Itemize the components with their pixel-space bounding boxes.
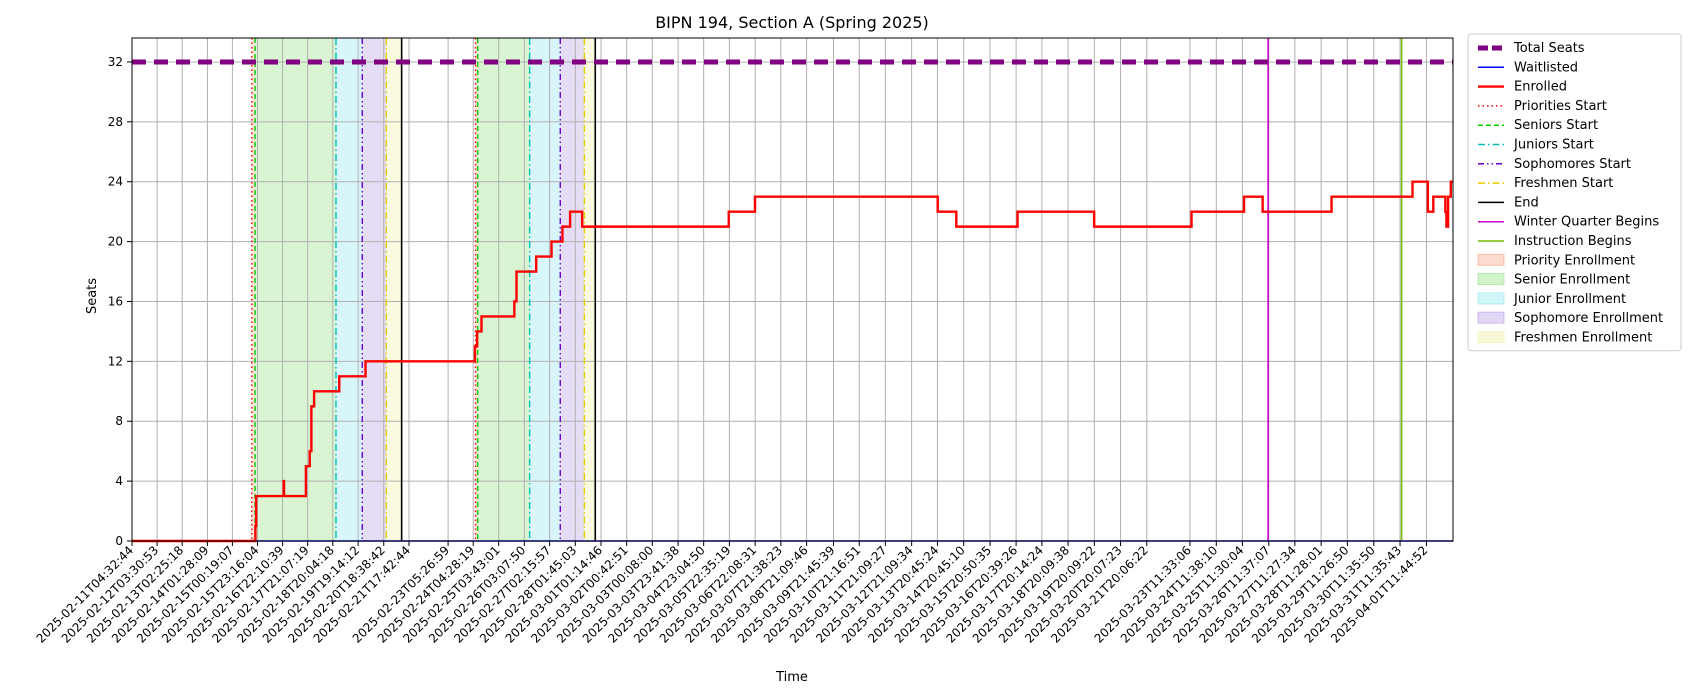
band-freshmen-enrollment [386, 38, 402, 541]
legend-label-freshmen-enrollment: Freshmen Enrollment [1514, 331, 1652, 346]
y-tick-label: 0 [115, 534, 123, 548]
y-axis-ticks: 0 4 8 12 16 20 24 28 32 [108, 55, 132, 548]
y-tick-label: 24 [108, 175, 123, 189]
x-axis-ticks: 2025-02-11T04:32:442025-02-12T03:30:5320… [34, 541, 1431, 646]
legend-swatch-priority-enrollment [1477, 253, 1505, 266]
legend-label-total-seats: Total Seats [1513, 41, 1585, 56]
legend-label-end: End [1514, 195, 1539, 210]
band-sophomore-enrollment [560, 38, 585, 541]
band-senior-enrollment [255, 38, 336, 541]
y-tick-label: 32 [108, 55, 123, 69]
band-senior-enrollment [477, 38, 530, 541]
legend-swatch-junior-enrollment [1477, 292, 1505, 305]
legend-label-instruction-begins: Instruction Begins [1514, 234, 1632, 249]
chart-title: BIPN 194, Section A (Spring 2025) [655, 13, 929, 32]
legend-label-senior-enrollment: Senior Enrollment [1514, 273, 1630, 288]
legend-swatch-freshmen-enrollment [1477, 331, 1505, 343]
band-freshmen-enrollment [584, 38, 596, 541]
y-axis-title: Seats [85, 278, 100, 314]
y-tick-label: 20 [108, 235, 123, 249]
legend-label-junior-enrollment: Junior Enrollment [1513, 292, 1626, 307]
y-tick-label: 8 [115, 414, 123, 428]
legend-label-sophomores-start: Sophomores Start [1514, 157, 1631, 172]
legend-label-juniors-start: Juniors Start [1513, 138, 1594, 153]
legend-swatch-sophomore-enrollment [1477, 311, 1505, 324]
band-priority-enrollment [251, 38, 256, 541]
plot-frame [131, 37, 1454, 542]
legend-label-enrolled: Enrolled [1514, 80, 1567, 95]
legend-label-waitlisted: Waitlisted [1514, 60, 1578, 75]
band-junior-enrollment [529, 38, 561, 541]
legend: Total Seats Waitlisted Enrolled Priorities … [1467, 33, 1682, 352]
legend-swatch-senior-enrollment [1477, 273, 1505, 286]
x-axis-title: Time [775, 670, 808, 685]
legend-label-winter-quarter-begins: Winter Quarter Begins [1514, 215, 1659, 230]
legend-label-priority-enrollment: Priority Enrollment [1514, 253, 1635, 268]
legend-box [1467, 33, 1682, 352]
legend-label-sophomore-enrollment: Sophomore Enrollment [1514, 311, 1663, 326]
milestone-lines [251, 38, 1403, 541]
legend-label-seniors-start: Seniors Start [1514, 118, 1598, 133]
y-tick-label: 16 [108, 294, 123, 308]
series-enrolled [132, 180, 1453, 543]
legend-label-priorities-start: Priorities Start [1514, 99, 1607, 114]
band-sophomore-enrollment [362, 38, 387, 541]
y-tick-label: 12 [108, 354, 123, 368]
band-priority-enrollment [475, 38, 478, 541]
legend-label-freshmen-start: Freshmen Start [1514, 176, 1613, 191]
y-tick-label: 4 [115, 474, 123, 488]
enrollment-bands [251, 38, 596, 541]
y-tick-label: 28 [108, 115, 123, 129]
